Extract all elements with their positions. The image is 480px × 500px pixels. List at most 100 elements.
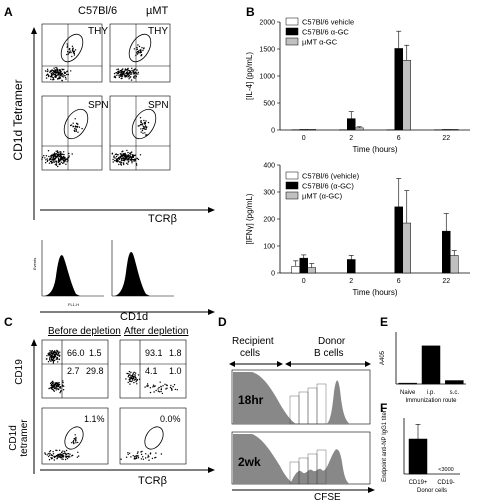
legend-swatch: [285, 37, 299, 46]
bar: [299, 257, 308, 274]
c-before-label: Before depletion: [48, 326, 121, 337]
bar: [408, 438, 428, 475]
d-arrowhead: [277, 361, 283, 367]
y-axis-title: Endpoint anti-NP IgG1 titer: [382, 410, 388, 482]
x-tick-label: i.p.: [427, 390, 435, 396]
x-tick-label: 2: [349, 135, 353, 142]
legend-swatch: [285, 27, 299, 36]
bar: [442, 129, 451, 131]
x-axis-title: Donor cells: [417, 488, 447, 494]
quadrant-value: 4.1: [145, 366, 158, 376]
a-plot-spn-c57: SPN: [41, 95, 109, 171]
d-x-axis-title: CFSE: [314, 492, 341, 500]
c-x-axis-title: TCRβ: [138, 475, 167, 487]
a-plot-thy-c57: THY: [41, 23, 108, 83]
dot-cloud: [45, 349, 61, 364]
panel-b-label: B: [246, 5, 255, 19]
c-y-arrowhead: [31, 339, 37, 346]
dot-cloud: [71, 434, 79, 445]
dot-cloud: [44, 449, 80, 461]
c-y-bottom-title-2: tetramer: [19, 419, 30, 457]
legend-label: C57Bl/6 (α-GC): [302, 182, 354, 191]
bar: [394, 206, 403, 274]
quadrant-value: 1.0: [169, 366, 182, 376]
quadrant-value: 66.0: [67, 348, 85, 358]
hist-axis-x: FL1-H: [68, 302, 79, 307]
y-tick-label: 400: [263, 163, 275, 170]
panel-c: C Before depletion After depletion CD19 …: [4, 315, 215, 487]
dot-cloud: [111, 149, 142, 166]
panel-e-label: E: [380, 315, 388, 329]
bar: [394, 48, 403, 131]
panel-a-label: A: [4, 5, 13, 19]
bar: [402, 222, 411, 274]
y-axis-title: [IL-4] (pg/mL): [245, 52, 254, 100]
panel-f: F CD19+ CD19- Donor cells Endpoint anti-NP …: [380, 401, 460, 494]
bar: [398, 382, 417, 385]
a-hist-arrowhead: [208, 309, 215, 315]
c-x-arrowhead: [208, 467, 215, 473]
dot-cloud: [44, 66, 72, 82]
y-tick-label: 300: [263, 190, 275, 197]
a-plot-thy-umt: THY: [109, 23, 171, 83]
chart-a405: Naive i.p. s.c. Immunization route A405: [380, 332, 466, 404]
label-spn: SPN: [148, 100, 169, 111]
dot-cloud: [69, 118, 83, 133]
legend-swatch: [285, 181, 299, 190]
x-tick-label: s.c.: [450, 390, 460, 396]
a-histogram-umt: [111, 240, 174, 297]
x-axis-title: Time (hours): [352, 145, 397, 154]
a-y-arrowhead: [31, 27, 37, 34]
bar: [450, 255, 459, 274]
x-tick-label: 22: [442, 135, 450, 142]
c-after-label: After depletion: [124, 326, 189, 337]
d-x-arrowhead: [368, 487, 375, 493]
y-tick-label: 200: [263, 217, 275, 224]
bar: [402, 60, 411, 131]
bar: [445, 380, 464, 385]
d-donor-label-1: Donor: [318, 336, 346, 347]
panel-f-label: F: [380, 401, 387, 415]
x-tick-label: 0: [302, 278, 306, 285]
quadrant-value: 29.8: [86, 366, 104, 376]
y-tick-label: 1500: [259, 47, 275, 54]
chart-ifng: 0 100 200 300 400 0 2 6 22 Time (hours) [IFNγ] (pg…: [245, 163, 470, 297]
d-arrowhead: [229, 361, 235, 367]
a-plot-spn-umt: SPN: [109, 95, 171, 171]
quadrant-value: 93.1: [145, 348, 163, 358]
c-y-top-title: CD19: [14, 359, 25, 385]
gate-percent: 1.1%: [84, 414, 105, 424]
bar: [299, 129, 308, 131]
dot-cloud: [133, 44, 145, 57]
x-tick-label: CD19-: [437, 480, 454, 486]
legend-label: C57Bl/6 vehicle: [302, 18, 354, 27]
bar: [442, 230, 451, 274]
dot-cloud: [66, 43, 77, 58]
x-tick-label: 0: [302, 135, 306, 142]
y-tick-label: 100: [263, 244, 275, 251]
label-thy: THY: [88, 26, 108, 37]
label-thy: THY: [148, 26, 168, 37]
c-plot-after-tetramer: 0.0%: [119, 407, 187, 465]
quadrant-value: 1.8: [169, 348, 182, 358]
bar: [347, 118, 356, 131]
a-y-axis-title: CD1d Tetramer: [11, 79, 25, 160]
col-header-c57bl6: C57Bl/6: [78, 5, 117, 17]
panel-d-label: D: [218, 315, 227, 329]
dot-cloud: [120, 450, 163, 461]
y-tick-label: 0: [271, 271, 275, 278]
x-tick-label: 6: [397, 135, 401, 142]
c-y-bottom-title-1: CD1d: [8, 425, 19, 451]
quadrant-value: 1.5: [89, 348, 102, 358]
legend-swatch: [285, 17, 299, 26]
legend-label: µMT α-GC: [302, 38, 338, 47]
x-tick-label: 2: [349, 278, 353, 285]
legend-label: C57Bl/6 α-GC: [302, 28, 349, 37]
chart-titer: CD19+ CD19- Donor cells Endpoint anti-NP Ig…: [382, 410, 460, 494]
gate-percent: 0.0%: [160, 414, 181, 424]
d-recipient-label-2: cells: [240, 348, 260, 359]
a-histogram-c57: Events FL1-H: [32, 240, 104, 307]
a-x-axis-title: TCRβ: [148, 213, 177, 225]
chart-il4: 0 500 1000 1500 2000 0 2 6 22 Time (hours) [IL-4] …: [245, 17, 470, 154]
